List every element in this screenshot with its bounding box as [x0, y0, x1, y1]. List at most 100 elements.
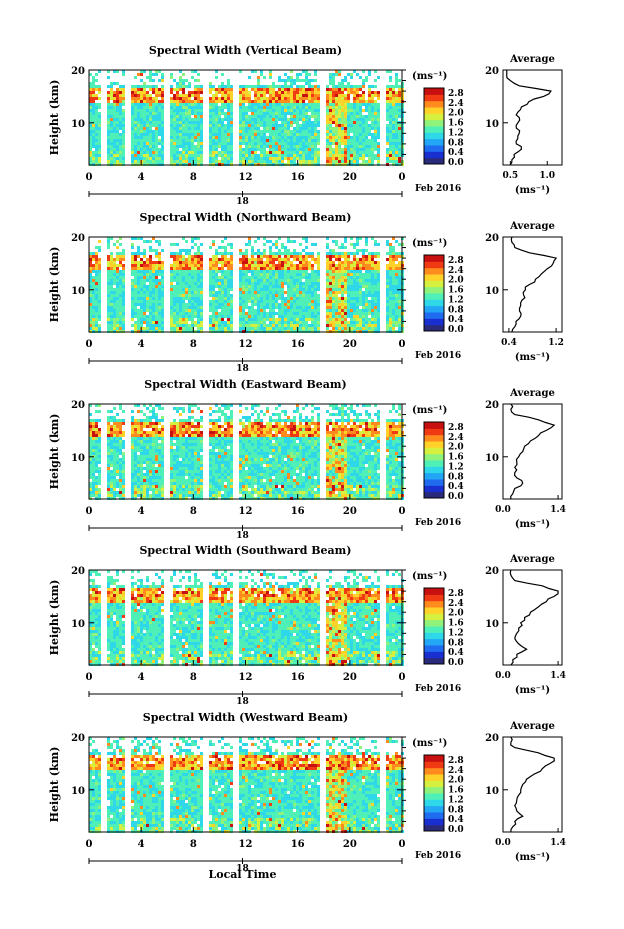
heatmap-cell [278, 148, 281, 151]
heatmap-cell [314, 91, 317, 94]
heatmap-cell [314, 312, 317, 315]
heatmap-cell [257, 315, 260, 318]
heatmap-cell [341, 157, 344, 160]
heatmap-cell [134, 315, 137, 318]
heatmap-cell [122, 97, 125, 100]
heatmap-cell [272, 139, 275, 142]
heatmap-cell [251, 142, 254, 145]
heatmap-cell [182, 133, 185, 136]
heatmap-cell [221, 288, 224, 291]
heatmap-cell [134, 264, 137, 267]
heatmap-cell [329, 79, 332, 82]
panel-1: Spectral Width (Vertical Beam)1020Height… [48, 44, 563, 207]
heatmap-cell [191, 315, 194, 318]
heatmap-cell [389, 121, 392, 124]
heatmap-cell [89, 145, 92, 148]
heatmap-cell [305, 240, 308, 243]
heatmap-cell [332, 106, 335, 109]
heatmap-cell [296, 121, 299, 124]
heatmap-cell [224, 285, 227, 288]
heatmap-cell [182, 249, 185, 252]
heatmap-cell [284, 85, 287, 88]
heatmap-cell [359, 100, 362, 103]
heatmap-cell [227, 118, 230, 121]
heatmap-cell [230, 279, 233, 282]
heatmap-cell [290, 273, 293, 276]
heatmap-cell [260, 297, 263, 300]
heatmap-cell [92, 124, 95, 127]
heatmap-cell [371, 291, 374, 294]
heatmap-cell [260, 97, 263, 100]
heatmap-cell [314, 270, 317, 273]
heatmap-cell [272, 142, 275, 145]
heatmap-cell [197, 285, 200, 288]
heatmap-cell [356, 264, 359, 267]
heatmap-cell [359, 106, 362, 109]
heatmap-cell [248, 133, 251, 136]
heatmap-cell [281, 139, 284, 142]
heatmap-cell [389, 321, 392, 324]
heatmap-cell [110, 85, 113, 88]
heatmap-cell [113, 270, 116, 273]
heatmap-cell [392, 237, 395, 240]
heatmap-cell [374, 309, 377, 312]
heatmap-cell [230, 115, 233, 118]
heatmap-cell [317, 118, 320, 121]
heatmap-cell [296, 79, 299, 82]
heatmap-cell [155, 312, 158, 315]
heatmap-cell [377, 285, 380, 288]
heatmap-cell [302, 270, 305, 273]
heatmap-cell [359, 249, 362, 252]
heatmap-cell [308, 315, 311, 318]
heatmap-cell [179, 258, 182, 261]
heatmap-cell [338, 148, 341, 151]
heatmap-cell [284, 118, 287, 121]
heatmap-cell [194, 273, 197, 276]
heatmap-cell [311, 103, 314, 106]
heatmap-cell [269, 100, 272, 103]
heatmap-cell [263, 270, 266, 273]
heatmap-cell [305, 261, 308, 264]
heatmap-cell [212, 273, 215, 276]
heatmap-cell [146, 100, 149, 103]
heatmap-cell [326, 318, 329, 321]
heatmap-cell [185, 130, 188, 133]
heatmap-cell [152, 303, 155, 306]
heatmap-cell [269, 267, 272, 270]
heatmap-cell [176, 94, 179, 97]
heatmap-cell [386, 300, 389, 303]
heatmap-cell [98, 306, 101, 309]
heatmap-cell [194, 109, 197, 112]
heatmap-cell [155, 145, 158, 148]
heatmap-cell [260, 282, 263, 285]
heatmap-cell [371, 94, 374, 97]
heatmap-cell [278, 258, 281, 261]
heatmap-cell [188, 252, 191, 255]
heatmap-cell [305, 118, 308, 121]
heatmap-cell [182, 85, 185, 88]
heatmap-cell [371, 157, 374, 160]
heatmap-cell [266, 282, 269, 285]
heatmap-cell [245, 300, 248, 303]
heatmap-cell [356, 273, 359, 276]
heatmap-cell [200, 130, 203, 133]
heatmap-cell [356, 282, 359, 285]
heatmap-cell [209, 291, 212, 294]
heatmap-cell [158, 309, 161, 312]
heatmap-cell [272, 315, 275, 318]
heatmap-cell [92, 318, 95, 321]
heatmap-cell [371, 267, 374, 270]
heatmap-cell [302, 261, 305, 264]
heatmap-cell [305, 139, 308, 142]
heatmap-cell [143, 297, 146, 300]
heatmap-cell [152, 300, 155, 303]
heatmap-cell [374, 303, 377, 306]
heatmap-cell [371, 258, 374, 261]
heatmap-cell [341, 252, 344, 255]
heatmap-cell [137, 148, 140, 151]
heatmap-cell [215, 109, 218, 112]
heatmap-cell [119, 88, 122, 91]
heatmap-cell [212, 321, 215, 324]
heatmap-cell [287, 151, 290, 154]
heatmap-cell [137, 145, 140, 148]
